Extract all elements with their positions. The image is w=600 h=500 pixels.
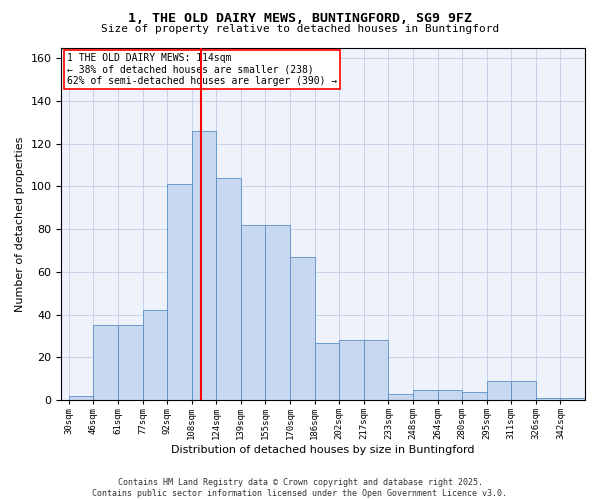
Bar	[167, 184, 191, 400]
Bar	[290, 257, 314, 400]
Bar	[388, 394, 413, 400]
Text: Contains HM Land Registry data © Crown copyright and database right 2025.
Contai: Contains HM Land Registry data © Crown c…	[92, 478, 508, 498]
Bar	[118, 326, 143, 400]
Bar	[536, 398, 560, 400]
Bar	[560, 398, 585, 400]
Bar	[364, 340, 388, 400]
Bar	[487, 381, 511, 400]
Text: Size of property relative to detached houses in Buntingford: Size of property relative to detached ho…	[101, 24, 499, 34]
Bar	[216, 178, 241, 400]
Bar	[314, 342, 339, 400]
X-axis label: Distribution of detached houses by size in Buntingford: Distribution of detached houses by size …	[172, 445, 475, 455]
Y-axis label: Number of detached properties: Number of detached properties	[15, 136, 25, 312]
Bar	[462, 392, 487, 400]
Bar	[339, 340, 364, 400]
Bar	[69, 396, 94, 400]
Bar	[191, 131, 216, 400]
Text: 1, THE OLD DAIRY MEWS, BUNTINGFORD, SG9 9FZ: 1, THE OLD DAIRY MEWS, BUNTINGFORD, SG9 …	[128, 12, 472, 26]
Bar	[241, 225, 265, 400]
Bar	[143, 310, 167, 400]
Text: 1 THE OLD DAIRY MEWS: 114sqm
← 38% of detached houses are smaller (238)
62% of s: 1 THE OLD DAIRY MEWS: 114sqm ← 38% of de…	[67, 53, 337, 86]
Bar	[511, 381, 536, 400]
Bar	[94, 326, 118, 400]
Bar	[265, 225, 290, 400]
Bar	[437, 390, 462, 400]
Bar	[413, 390, 437, 400]
